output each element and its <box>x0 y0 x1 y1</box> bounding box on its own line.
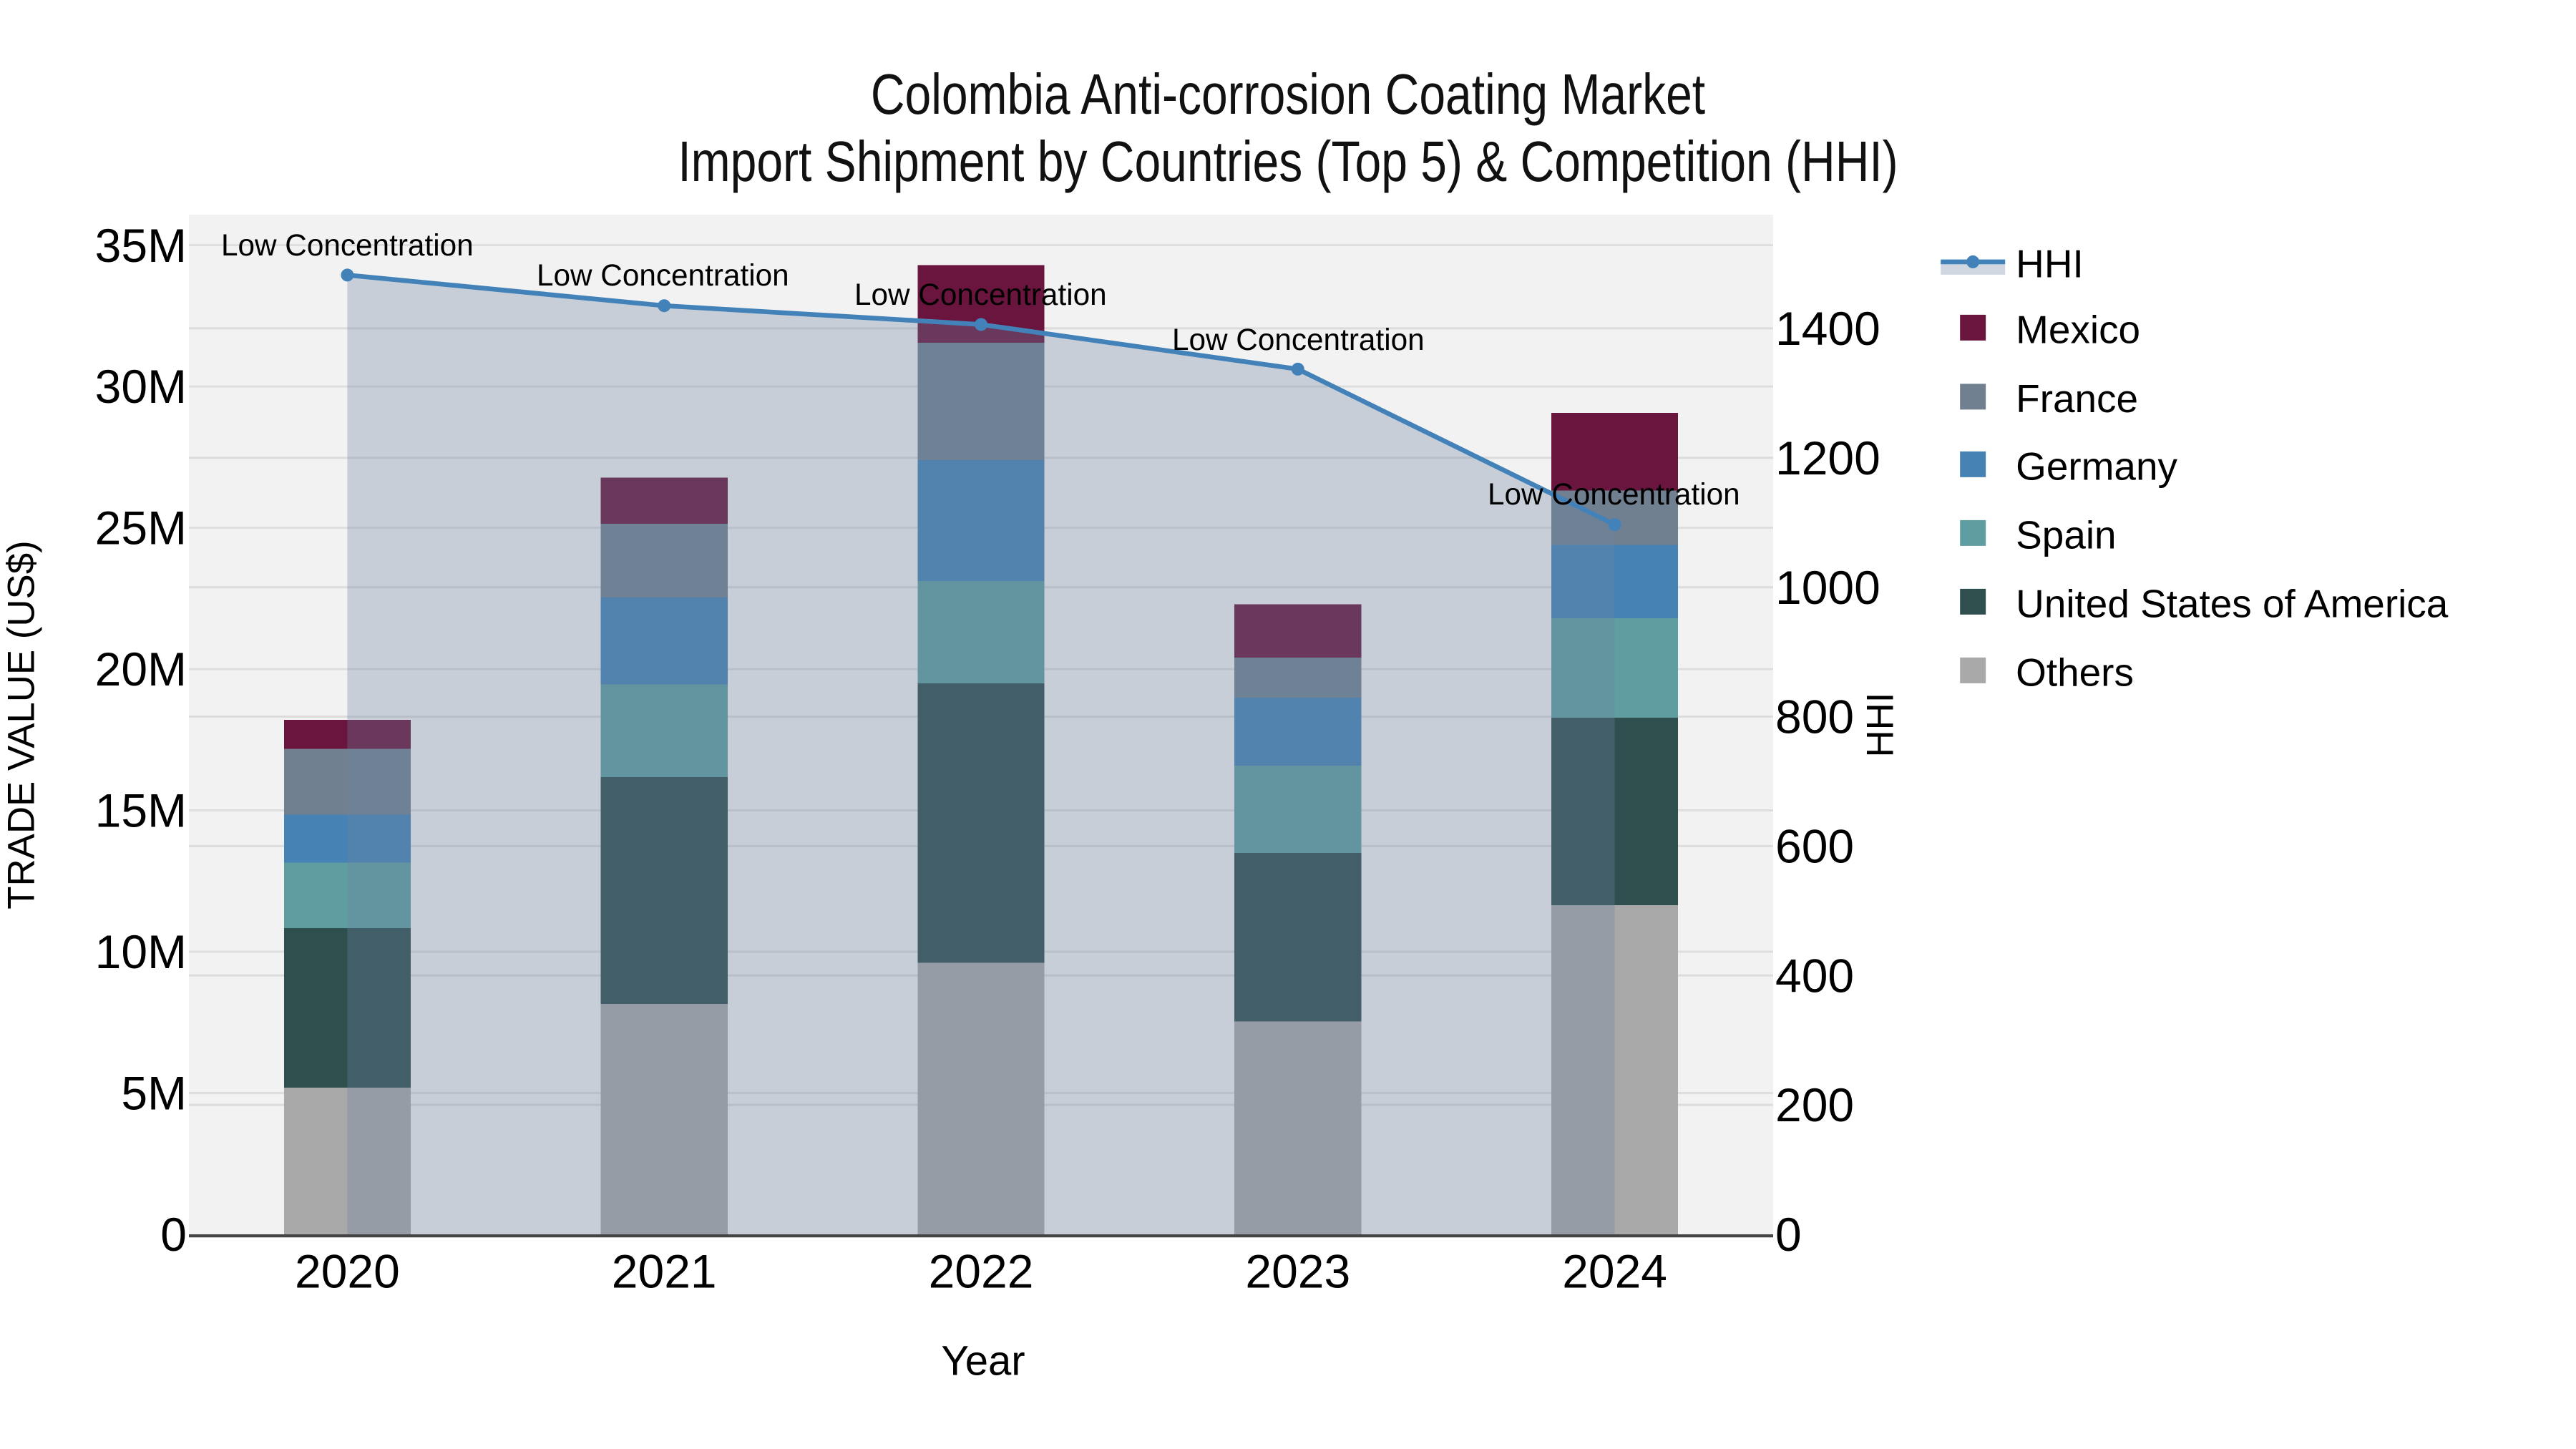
svg-text:2020: 2020 <box>295 1244 400 1297</box>
svg-text:TRADE VALUE (US$): TRADE VALUE (US$) <box>1 540 43 909</box>
svg-text:HHI: HHI <box>1859 693 1901 758</box>
svg-text:5M: 5M <box>121 1067 187 1120</box>
svg-text:30M: 30M <box>95 360 187 413</box>
svg-text:HHI: HHI <box>2016 241 2084 286</box>
svg-text:Low Concentration: Low Concentration <box>1172 323 1425 356</box>
svg-text:1200: 1200 <box>1775 431 1880 484</box>
svg-text:Mexico: Mexico <box>2016 307 2140 351</box>
svg-text:200: 200 <box>1775 1078 1854 1131</box>
svg-text:Low Concentration: Low Concentration <box>221 228 474 262</box>
svg-text:United States of America: United States of America <box>2016 581 2449 625</box>
svg-text:Germany: Germany <box>2016 444 2177 488</box>
svg-text:Low Concentration: Low Concentration <box>537 258 789 292</box>
svg-text:0: 0 <box>160 1208 187 1261</box>
svg-text:2024: 2024 <box>1562 1244 1667 1297</box>
svg-text:2021: 2021 <box>612 1244 717 1297</box>
svg-text:0: 0 <box>1775 1208 1802 1261</box>
svg-text:Colombia Anti-corrosion Coatin: Colombia Anti-corrosion Coating Market Im… <box>678 62 1898 194</box>
svg-text:20M: 20M <box>95 643 187 696</box>
svg-text:Others: Others <box>2016 650 2134 694</box>
svg-text:600: 600 <box>1775 819 1854 872</box>
svg-text:1000: 1000 <box>1775 561 1880 614</box>
svg-text:1400: 1400 <box>1775 302 1880 355</box>
svg-text:2023: 2023 <box>1245 1244 1350 1297</box>
svg-text:France: France <box>2016 376 2138 421</box>
svg-text:15M: 15M <box>95 784 187 837</box>
svg-text:Year: Year <box>941 1338 1025 1385</box>
svg-text:10M: 10M <box>95 925 187 978</box>
svg-text:800: 800 <box>1775 691 1854 743</box>
svg-text:Low Concentration: Low Concentration <box>1488 477 1740 511</box>
svg-text:Low Concentration: Low Concentration <box>854 278 1107 311</box>
svg-text:2022: 2022 <box>929 1244 1034 1297</box>
svg-text:400: 400 <box>1775 949 1854 1002</box>
svg-text:25M: 25M <box>95 502 187 555</box>
svg-text:Spain: Spain <box>2016 512 2116 557</box>
svg-text:35M: 35M <box>95 219 187 272</box>
